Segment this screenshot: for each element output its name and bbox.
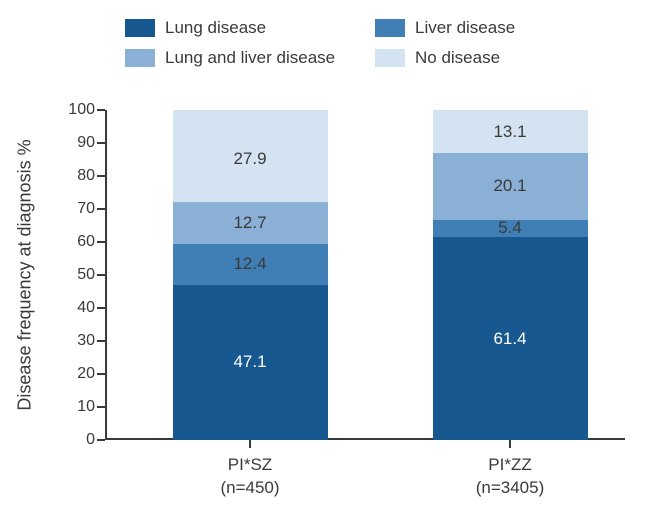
segment-lung_liver bbox=[433, 153, 588, 219]
y-tick bbox=[97, 373, 105, 375]
legend-item-none: No disease bbox=[375, 48, 500, 68]
y-tick-label: 90 bbox=[55, 134, 95, 152]
legend-label: Liver disease bbox=[415, 18, 515, 38]
y-tick-label: 20 bbox=[55, 365, 95, 383]
y-tick-label: 100 bbox=[55, 101, 95, 119]
x-label-line2: (n=450) bbox=[220, 478, 279, 497]
x-label-line1: PI*ZZ bbox=[488, 455, 531, 474]
legend-row: Lung and liver disease No disease bbox=[125, 48, 585, 68]
y-tick-label: 0 bbox=[55, 431, 95, 449]
legend-item-liver: Liver disease bbox=[375, 18, 515, 38]
y-axis-title: Disease frequency at diagnosis % bbox=[15, 139, 36, 410]
y-tick bbox=[97, 274, 105, 276]
segment-none bbox=[173, 110, 328, 202]
y-tick bbox=[97, 175, 105, 177]
x-category-label: PI*ZZ (n=3405) bbox=[476, 454, 545, 500]
legend-item-lung_liver: Lung and liver disease bbox=[125, 48, 375, 68]
plot-area: 010203040506070809010047.112.412.727.9PI… bbox=[105, 110, 625, 440]
x-tick bbox=[249, 440, 251, 448]
legend-swatch bbox=[125, 49, 155, 67]
x-category-label: PI*SZ (n=450) bbox=[220, 454, 279, 500]
y-tick-label: 60 bbox=[55, 233, 95, 251]
bar-0: 47.112.412.727.9 bbox=[173, 110, 328, 440]
legend-item-lung: Lung disease bbox=[125, 18, 375, 38]
y-tick-label: 70 bbox=[55, 200, 95, 218]
y-tick bbox=[97, 241, 105, 243]
y-tick bbox=[97, 208, 105, 210]
y-axis-line bbox=[105, 110, 107, 440]
legend: Lung disease Liver disease Lung and liver … bbox=[125, 18, 585, 78]
bar-1: 61.45.420.113.1 bbox=[433, 110, 588, 440]
y-tick bbox=[97, 406, 105, 408]
legend-swatch bbox=[375, 49, 405, 67]
x-tick bbox=[509, 440, 511, 448]
legend-swatch bbox=[125, 19, 155, 37]
y-tick-label: 30 bbox=[55, 332, 95, 350]
x-label-line1: PI*SZ bbox=[228, 455, 272, 474]
x-label-line2: (n=3405) bbox=[476, 478, 545, 497]
stacked-bar-chart: Lung disease Liver disease Lung and liver … bbox=[0, 0, 668, 514]
y-tick bbox=[97, 307, 105, 309]
legend-label: Lung disease bbox=[165, 18, 266, 38]
y-tick bbox=[97, 340, 105, 342]
y-tick-label: 80 bbox=[55, 167, 95, 185]
y-tick-label: 40 bbox=[55, 299, 95, 317]
segment-liver bbox=[433, 220, 588, 238]
legend-label: No disease bbox=[415, 48, 500, 68]
y-tick bbox=[97, 142, 105, 144]
legend-label: Lung and liver disease bbox=[165, 48, 335, 68]
segment-none bbox=[433, 110, 588, 153]
segment-lung bbox=[433, 237, 588, 440]
y-tick-label: 50 bbox=[55, 266, 95, 284]
segment-lung bbox=[173, 285, 328, 440]
y-tick bbox=[97, 109, 105, 111]
y-tick bbox=[97, 439, 105, 441]
segment-liver bbox=[173, 244, 328, 285]
legend-row: Lung disease Liver disease bbox=[125, 18, 585, 38]
y-tick-label: 10 bbox=[55, 398, 95, 416]
segment-lung_liver bbox=[173, 202, 328, 244]
legend-swatch bbox=[375, 19, 405, 37]
